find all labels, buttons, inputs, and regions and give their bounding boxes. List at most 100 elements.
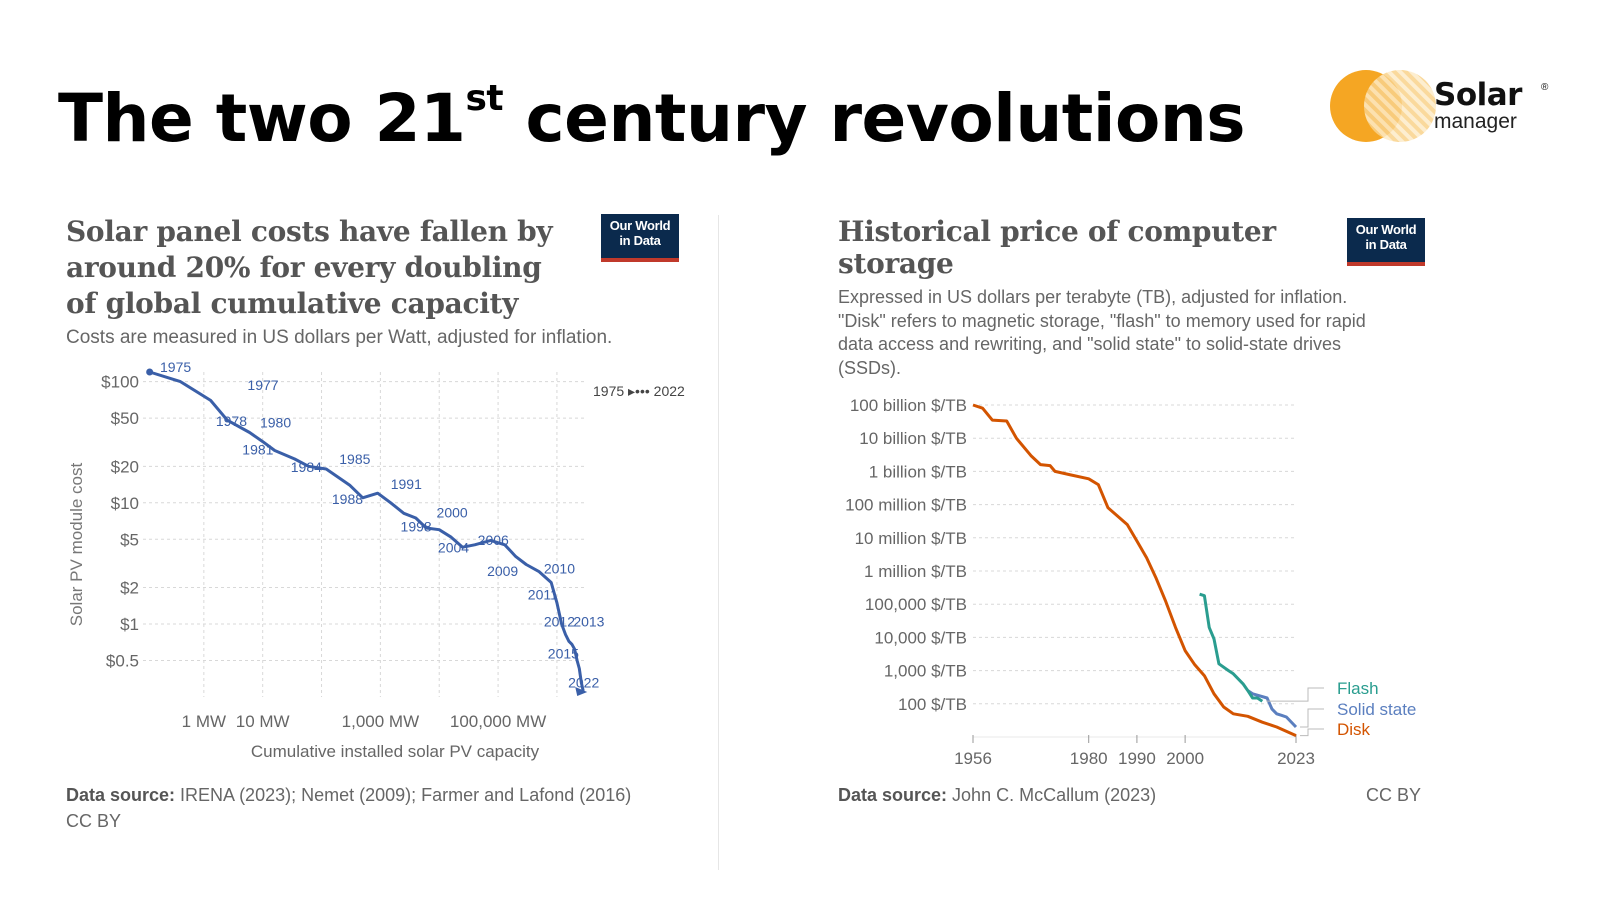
year-annotation: 2012 bbox=[544, 614, 575, 630]
series-label-connector bbox=[1266, 687, 1324, 702]
x-tick-label: 100,000 MW bbox=[450, 712, 546, 731]
logo-registered-mark: ® bbox=[1541, 82, 1549, 93]
owid-badge-right: Our World in Data bbox=[1347, 218, 1425, 266]
x-tick-label: 1 MW bbox=[182, 712, 226, 731]
x-tick-label: 1990 bbox=[1118, 749, 1156, 768]
year-annotation: 1977 bbox=[247, 377, 278, 393]
y-tick-label: $20 bbox=[111, 457, 139, 476]
panel-divider bbox=[718, 215, 719, 870]
slide-title-superscript: st bbox=[465, 78, 504, 119]
year-annotation: 2015 bbox=[548, 645, 579, 661]
series-label-connector bbox=[1300, 708, 1324, 728]
flash-series-line bbox=[1199, 592, 1264, 703]
x-tick-label: 1980 bbox=[1070, 749, 1108, 768]
x-axis-label: Cumulative installed solar PV capacity bbox=[251, 742, 540, 761]
year-annotation: 1984 bbox=[291, 459, 322, 475]
slide-title-main: The two 21 bbox=[58, 80, 466, 157]
owid-badge-left: Our World in Data bbox=[601, 214, 679, 262]
year-annotation: 2022 bbox=[568, 674, 599, 690]
owid-badge-line: in Data bbox=[1365, 237, 1407, 252]
storage-subtitle-line: "Disk" refers to magnetic storage, "flas… bbox=[838, 310, 1366, 331]
storage-subtitle-line: data access and rewriting, and "solid st… bbox=[838, 334, 1342, 354]
year-annotation: 1980 bbox=[260, 414, 291, 430]
solar-manager-logo-icon bbox=[1330, 70, 1436, 142]
y-tick-label: $2 bbox=[120, 579, 139, 598]
y-tick-label: $5 bbox=[120, 530, 139, 549]
storage-chart-title: Historical price of computer storage bbox=[838, 216, 1276, 280]
storage-subtitle-line: (SSDs). bbox=[838, 357, 901, 378]
x-tick-label: 2023 bbox=[1277, 749, 1315, 768]
year-annotation: 1975 bbox=[160, 359, 191, 375]
solar-cost-chart: $100 $50 $20 $10 $5 $2 $1 $0.5 1 MW 10 MW 1,000 MW… bbox=[67, 359, 685, 761]
year-annotation: 1988 bbox=[332, 491, 363, 507]
y-tick-label: 100,000 $/TB bbox=[865, 595, 967, 614]
year-annotation: 2004 bbox=[438, 539, 469, 555]
y-axis-label: Solar PV module cost bbox=[67, 462, 86, 626]
year-annotation: 1981 bbox=[242, 442, 273, 458]
year-annotation: 2000 bbox=[437, 504, 468, 520]
year-annotation: 2010 bbox=[544, 561, 575, 577]
source-text: IRENA (2023); Nemet (2009); Farmer and L… bbox=[175, 785, 632, 805]
legend-label: 1975 ▸••• 2022 bbox=[593, 383, 685, 399]
source-text: John C. McCallum (2023) bbox=[947, 785, 1157, 805]
owid-badge-line: Our World bbox=[609, 218, 671, 233]
slide-title-rest: century revolutions bbox=[503, 80, 1246, 157]
year-annotation: 1991 bbox=[391, 476, 422, 492]
x-tick-label: 1956 bbox=[954, 749, 992, 768]
storage-chart-subtitle: Expressed in US dollars per terabyte (TB… bbox=[838, 286, 1366, 380]
solid-state-series-line bbox=[1246, 689, 1298, 729]
year-annotation: 1978 bbox=[216, 413, 247, 429]
y-tick-label: 10 billion $/TB bbox=[859, 429, 967, 448]
year-annotation: 2011 bbox=[528, 586, 558, 602]
y-tick-label: $1 bbox=[120, 615, 139, 634]
series-end-label: Solid state bbox=[1337, 700, 1416, 719]
y-tick-label: 100 $/TB bbox=[898, 695, 967, 714]
year-annotation: 2006 bbox=[478, 532, 509, 548]
solar-chart-source: Data source: IRENA (2023); Nemet (2009);… bbox=[66, 782, 631, 834]
y-tick-label: $0.5 bbox=[106, 652, 139, 671]
solar-chart-title-line: of global cumulative capacity bbox=[66, 287, 519, 320]
solar-chart-title-line: around 20% for every doubling bbox=[66, 251, 542, 284]
slide-title: The two 21st century revolutions bbox=[58, 78, 1246, 157]
solar-cost-series-line bbox=[149, 370, 585, 692]
license-text: CC BY bbox=[66, 811, 122, 831]
owid-badge-line: in Data bbox=[619, 233, 661, 248]
logo-subtitle: manager bbox=[1434, 110, 1517, 133]
y-tick-label: 1,000 $/TB bbox=[884, 662, 967, 681]
solar-chart-title: Solar panel costs have fallen by around … bbox=[66, 214, 553, 322]
y-tick-label: 10 million $/TB bbox=[855, 529, 967, 548]
logo-striped-circle bbox=[1364, 70, 1436, 142]
solar-chart-subtitle: Costs are measured in US dollars per Wat… bbox=[66, 327, 613, 348]
series-end-label: Disk bbox=[1337, 720, 1371, 739]
source-label: Data source: bbox=[838, 785, 948, 805]
y-tick-label: 1 billion $/TB bbox=[869, 462, 967, 481]
series-start-point bbox=[146, 368, 154, 376]
owid-badge-line: Our World bbox=[1355, 222, 1417, 237]
storage-chart-source: Data source: John C. McCallum (2023) bbox=[838, 782, 1156, 808]
y-tick-label: 100 billion $/TB bbox=[850, 396, 967, 415]
disk-series-line bbox=[972, 403, 1297, 737]
x-tick-label: 1,000 MW bbox=[342, 712, 419, 731]
y-tick-label: $50 bbox=[111, 409, 139, 428]
y-tick-label: 1 million $/TB bbox=[864, 562, 967, 581]
y-tick-label: 100 million $/TB bbox=[845, 496, 967, 515]
source-label: Data source: bbox=[66, 785, 176, 805]
logo-text: Solar ® manager bbox=[1434, 77, 1548, 133]
logo-brand: Solar bbox=[1434, 77, 1522, 113]
series-label-connector bbox=[1300, 728, 1324, 737]
storage-subtitle-line: Expressed in US dollars per terabyte (TB… bbox=[838, 287, 1348, 307]
storage-chart-title-line: Historical price of computer bbox=[838, 215, 1276, 248]
series-end-label: Flash bbox=[1337, 679, 1379, 698]
year-annotation: 2009 bbox=[487, 563, 518, 579]
solar-chart-title-line: Solar panel costs have fallen by bbox=[66, 215, 553, 248]
x-tick-label: 2000 bbox=[1166, 749, 1204, 768]
series-end-arrow bbox=[575, 687, 588, 697]
year-annotation: 1998 bbox=[401, 518, 432, 534]
y-tick-label: 10,000 $/TB bbox=[874, 628, 967, 647]
storage-chart-title-line: storage bbox=[838, 247, 954, 280]
y-tick-label: $100 bbox=[101, 373, 139, 392]
y-tick-label: $10 bbox=[111, 494, 139, 513]
storage-price-chart: 100 billion $/TB 10 billion $/TB 1 billion… bbox=[845, 396, 1416, 768]
year-annotation: 2013 bbox=[573, 614, 604, 630]
year-annotation: 1985 bbox=[339, 451, 370, 467]
